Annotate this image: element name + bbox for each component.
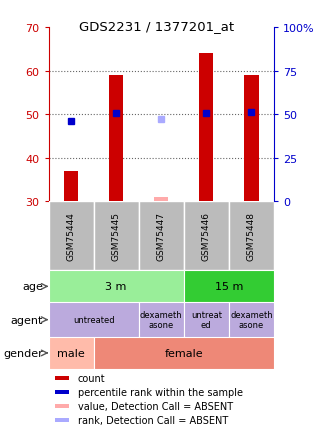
Text: GSM75445: GSM75445 [112,212,121,260]
Text: GSM75447: GSM75447 [157,212,166,260]
Text: GSM75444: GSM75444 [67,212,75,260]
Text: female: female [164,348,203,358]
Text: count: count [78,373,105,383]
Bar [139,201,184,271]
Bar [55,404,69,408]
Text: untreat
ed: untreat ed [191,310,222,329]
Bar [94,337,274,369]
Bar [49,201,94,271]
Bar [229,302,274,337]
Bar [49,271,184,302]
Bar [55,418,69,422]
Text: agent: agent [11,315,43,325]
Bar [94,201,139,271]
Bar [229,201,274,271]
Bar [244,76,259,201]
Text: dexameth
asone: dexameth asone [140,310,182,329]
Bar [109,76,123,201]
Bar [184,271,274,302]
Bar [184,201,229,271]
Bar [55,390,69,394]
Bar [55,376,69,380]
Text: value, Detection Call = ABSENT: value, Detection Call = ABSENT [78,401,233,411]
Text: gender: gender [3,348,43,358]
Bar [64,171,78,201]
Text: 15 m: 15 m [215,282,243,292]
Text: dexameth
asone: dexameth asone [230,310,273,329]
Bar [139,302,184,337]
Text: percentile rank within the sample: percentile rank within the sample [78,387,243,397]
Text: GSM75446: GSM75446 [202,212,211,260]
Bar [199,54,213,201]
Text: untreated: untreated [73,316,114,324]
Text: GSM75448: GSM75448 [247,212,256,260]
Bar [154,197,168,201]
Bar [184,302,229,337]
Text: male: male [57,348,85,358]
Bar [49,337,94,369]
Bar [49,302,139,337]
Text: rank, Detection Call = ABSENT: rank, Detection Call = ABSENT [78,415,228,425]
Text: GDS2231 / 1377201_at: GDS2231 / 1377201_at [79,20,234,33]
Text: age: age [22,282,43,292]
Text: 3 m: 3 m [105,282,127,292]
